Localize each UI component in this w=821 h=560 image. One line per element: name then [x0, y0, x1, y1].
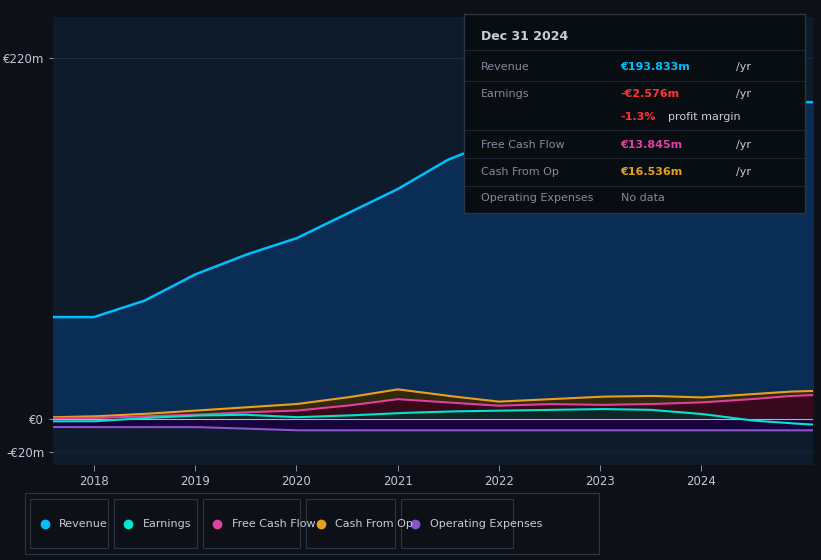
Text: No data: No data	[621, 193, 664, 203]
Text: Free Cash Flow: Free Cash Flow	[232, 519, 315, 529]
Text: Revenue: Revenue	[481, 62, 530, 72]
Text: Revenue: Revenue	[59, 519, 108, 529]
Text: Earnings: Earnings	[481, 88, 530, 99]
Text: -€2.576m: -€2.576m	[621, 88, 680, 99]
Text: €13.845m: €13.845m	[621, 140, 683, 150]
Text: Operating Expenses: Operating Expenses	[430, 519, 542, 529]
Text: /yr: /yr	[736, 62, 751, 72]
Text: /yr: /yr	[736, 140, 751, 150]
Text: -1.3%: -1.3%	[621, 113, 656, 123]
Text: Earnings: Earnings	[143, 519, 191, 529]
Text: profit margin: profit margin	[668, 113, 741, 123]
Text: €193.833m: €193.833m	[621, 62, 690, 72]
Text: /yr: /yr	[736, 88, 751, 99]
Text: €16.536m: €16.536m	[621, 167, 683, 177]
Text: /yr: /yr	[736, 167, 751, 177]
Text: Cash From Op: Cash From Op	[481, 167, 559, 177]
Text: Cash From Op: Cash From Op	[335, 519, 413, 529]
Text: Operating Expenses: Operating Expenses	[481, 193, 594, 203]
Text: Dec 31 2024: Dec 31 2024	[481, 30, 568, 43]
Text: Free Cash Flow: Free Cash Flow	[481, 140, 565, 150]
